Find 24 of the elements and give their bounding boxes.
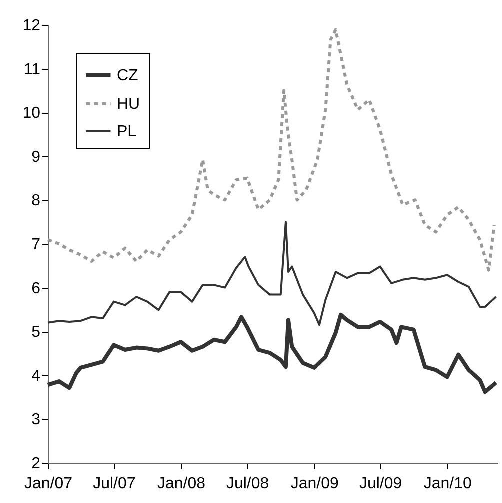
legend-label: CZ	[117, 68, 139, 84]
line-series	[46, 28, 496, 272]
y-tick-label: 10	[22, 105, 41, 122]
x-tick-label: Jul/09	[359, 476, 402, 492]
x-tick-label: Jan/08	[157, 476, 206, 492]
x-tick-label: Jan/10	[424, 476, 472, 492]
legend-label: PL	[117, 124, 137, 140]
x-tick-label: Jan/07	[24, 476, 73, 492]
y-tick-label: 3	[32, 412, 41, 429]
line-series	[47, 221, 498, 326]
y-tick-label: 7	[32, 236, 41, 254]
y-tick-label: 4	[32, 368, 41, 385]
y-tick-label: 6	[32, 280, 41, 298]
line-series	[46, 312, 498, 394]
y-tick-label: 11	[24, 61, 41, 78]
y-tick-label: 9	[32, 148, 41, 166]
y-tick-label: 8	[32, 192, 41, 210]
y-tick-label: 12	[22, 18, 41, 34]
legend-label: HU	[117, 96, 140, 113]
x-tick-label: Jan/09	[290, 476, 339, 492]
x-tick-label: Jul/08	[226, 476, 270, 492]
y-tick-label: 2	[32, 456, 41, 472]
x-tick-label: Jul/07	[93, 476, 136, 492]
y-tick-label: 5	[32, 324, 41, 342]
